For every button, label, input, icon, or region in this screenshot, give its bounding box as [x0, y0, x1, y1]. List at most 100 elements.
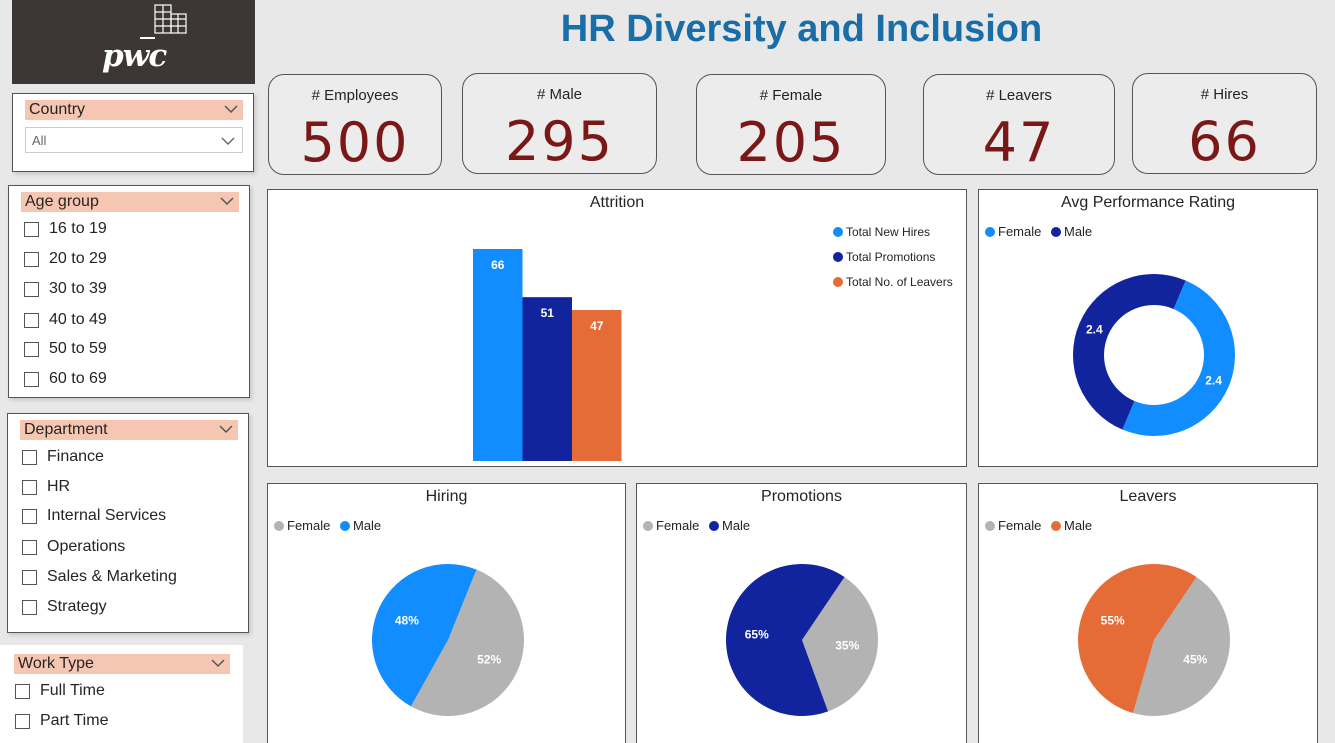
legend-label: Female — [998, 518, 1042, 533]
option-label: 60 to 69 — [49, 370, 107, 387]
option-label: Part Time — [40, 712, 109, 729]
checkbox[interactable] — [24, 313, 39, 328]
checkbox[interactable] — [15, 714, 30, 729]
legend-label: Female — [998, 224, 1042, 239]
legend-item[interactable]: Male — [339, 518, 381, 533]
slice-female[interactable] — [1133, 576, 1230, 716]
chart-legend: Female Male — [985, 224, 1098, 239]
option-label: 30 to 39 — [49, 280, 107, 297]
slice-data-label: 48% — [395, 613, 419, 627]
chart-legend: Female Male — [274, 518, 387, 533]
pwc-logo: pwc — [12, 0, 255, 84]
legend-label: Total Promotions — [846, 250, 936, 264]
kpi-card-employees: # Employees 500 — [268, 74, 442, 175]
option-label: Internal Services — [47, 507, 167, 524]
bar-total-promotions[interactable] — [522, 297, 573, 461]
legend-marker — [833, 227, 843, 237]
checkbox[interactable] — [22, 450, 37, 465]
bar-total-no-of-leavers[interactable] — [572, 310, 622, 461]
chart-title: Promotions — [761, 488, 842, 505]
legend-label: Male — [1063, 224, 1093, 239]
checkbox[interactable] — [22, 509, 37, 524]
legend-item[interactable]: Female — [274, 518, 330, 533]
checkbox[interactable] — [24, 252, 39, 267]
checkbox[interactable] — [15, 684, 30, 699]
legend-item[interactable]: Total Promotions — [833, 245, 953, 270]
option-label: 20 to 29 — [49, 250, 107, 267]
legend-label: Female — [656, 518, 700, 533]
kpi-card-hires: # Hires 66 — [1132, 73, 1317, 174]
chart-legend: Female Male — [985, 518, 1098, 533]
chevron-down-icon — [221, 137, 235, 145]
option-label: Sales & Marketing — [47, 568, 177, 585]
legend-label: Female — [287, 518, 331, 533]
legend-item[interactable]: Total New Hires — [833, 220, 953, 245]
slicer-header[interactable]: Department — [20, 420, 238, 440]
legend-item[interactable]: Female — [985, 224, 1041, 239]
kpi-label: # Leavers — [986, 87, 1052, 104]
slicer-header[interactable]: Country — [25, 100, 243, 120]
legend-marker — [339, 521, 350, 531]
dropdown-value: All — [32, 133, 47, 148]
slice-data-label: 45% — [1183, 652, 1207, 666]
slicer-title: Department — [24, 421, 108, 438]
building-icon — [140, 4, 187, 39]
bar-total-new-hires[interactable] — [473, 249, 523, 461]
checkbox[interactable] — [22, 480, 37, 495]
slice-data-label: 65% — [745, 627, 769, 641]
slicer-title: Work Type — [18, 655, 94, 672]
legend-item[interactable]: Male — [1050, 224, 1093, 239]
slice-data-label: 55% — [1101, 614, 1125, 628]
slice-male[interactable] — [372, 564, 477, 707]
chart-title: Hiring — [425, 488, 468, 505]
chevron-down-icon — [219, 425, 233, 434]
kpi-card-leavers: # Leavers 47 — [923, 74, 1115, 175]
legend-item[interactable]: Total No. of Leavers — [833, 270, 953, 295]
checkbox[interactable] — [24, 342, 39, 357]
checkbox[interactable] — [24, 372, 39, 387]
legend-marker — [833, 252, 843, 262]
attrition-bar-svg: 66 51 47 — [473, 249, 622, 461]
slice-male[interactable] — [726, 564, 845, 716]
checkbox[interactable] — [24, 222, 39, 237]
chart-legend: Female Male — [643, 518, 756, 533]
checkbox[interactable] — [22, 570, 37, 585]
country-dropdown[interactable]: All — [25, 127, 243, 153]
checkbox[interactable] — [22, 600, 37, 615]
slice-male[interactable] — [1078, 564, 1197, 714]
legend-marker — [643, 521, 653, 531]
legend-marker — [833, 277, 843, 287]
hiring-chart: Hiring Female Male 52% 48% — [267, 483, 626, 743]
legend-marker — [708, 521, 719, 531]
kpi-card-female: # Female 205 — [696, 74, 886, 175]
slice-data-label: 35% — [835, 639, 859, 653]
chevron-down-icon — [211, 659, 225, 668]
legend-item[interactable]: Male — [1050, 518, 1092, 533]
slice-male[interactable] — [1073, 274, 1186, 430]
checkbox[interactable] — [24, 282, 39, 297]
slice-female[interactable] — [1122, 280, 1235, 436]
legend-marker — [985, 521, 995, 531]
slice-female[interactable] — [410, 569, 524, 716]
legend-marker — [1050, 227, 1061, 237]
option-label: 40 to 49 — [49, 311, 107, 328]
option-label: HR — [47, 478, 71, 495]
legend-item[interactable]: Female — [985, 518, 1041, 533]
slice-female[interactable] — [802, 576, 878, 712]
legend-item[interactable]: Male — [708, 518, 750, 533]
slicer-header[interactable]: Work Type — [14, 654, 230, 674]
chevron-down-icon — [224, 105, 238, 114]
legend-item[interactable]: Female — [643, 518, 699, 533]
checkbox[interactable] — [22, 540, 37, 555]
chart-title: Avg Performance Rating — [1060, 194, 1235, 211]
age-group-slicer: Age group 16 to 19 20 to 29 30 to 39 40 … — [8, 185, 250, 398]
slice-data-label: 2.4 — [1086, 323, 1103, 337]
legend-marker — [1050, 521, 1061, 531]
leavers-chart: Leavers Female Male 45% 55% — [978, 483, 1318, 743]
donut-svg: 2.4 2.4 — [1073, 274, 1235, 436]
slicer-header[interactable]: Age group — [21, 192, 239, 212]
chart-title: Leavers — [1119, 488, 1177, 505]
work-type-slicer: Work Type Full Time Part Time — [0, 645, 243, 743]
kpi-value: 295 — [504, 110, 615, 173]
option-label: Finance — [47, 448, 104, 465]
